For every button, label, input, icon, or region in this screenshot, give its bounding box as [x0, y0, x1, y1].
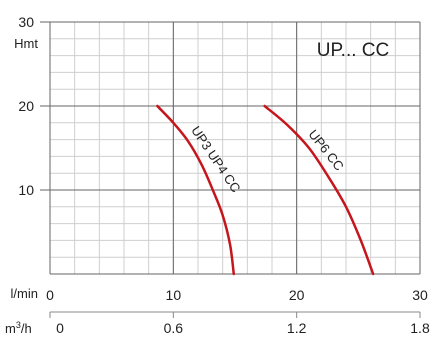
chart-annotation: UP... CC — [317, 40, 390, 61]
curves — [156, 104, 375, 276]
y-tick-label: 30 — [18, 14, 34, 30]
x2-tick-label: 1.8 — [410, 320, 430, 336]
curve-label-1: UP3 UP4 CC — [188, 123, 243, 195]
x-tick-label: 20 — [289, 287, 305, 303]
y-tick-label: 10 — [18, 182, 34, 198]
x-tick-labels: 0 10 20 30 — [46, 287, 428, 303]
x2-tick-label: 1.2 — [287, 320, 307, 336]
curve-2 — [263, 104, 375, 276]
x2-axis-label: m3/h — [5, 320, 32, 336]
x-tick-label: 30 — [412, 287, 428, 303]
y-tick-labels: 10 20 30 — [18, 14, 34, 198]
x-axis-label: l/min — [11, 286, 38, 301]
curve-1 — [156, 104, 236, 276]
curve-labels: UP3 UP4 CC UP6 CC — [188, 123, 347, 195]
x2-tick-label: 0 — [56, 320, 64, 336]
y-tick-label: 20 — [18, 98, 34, 114]
x2-tick-label: 0.6 — [164, 320, 184, 336]
y-axis-label: Hmt — [14, 36, 38, 51]
x-tick-label: 10 — [166, 287, 182, 303]
x2-axis-label-tail: /h — [21, 321, 32, 336]
x2-axis-label-sup: 3 — [16, 320, 21, 330]
x2-axis-label-main: m — [5, 321, 16, 336]
secondary-x-axis: 0 0.6 1.2 1.8 — [49, 311, 430, 336]
x-tick-label: 0 — [46, 287, 54, 303]
